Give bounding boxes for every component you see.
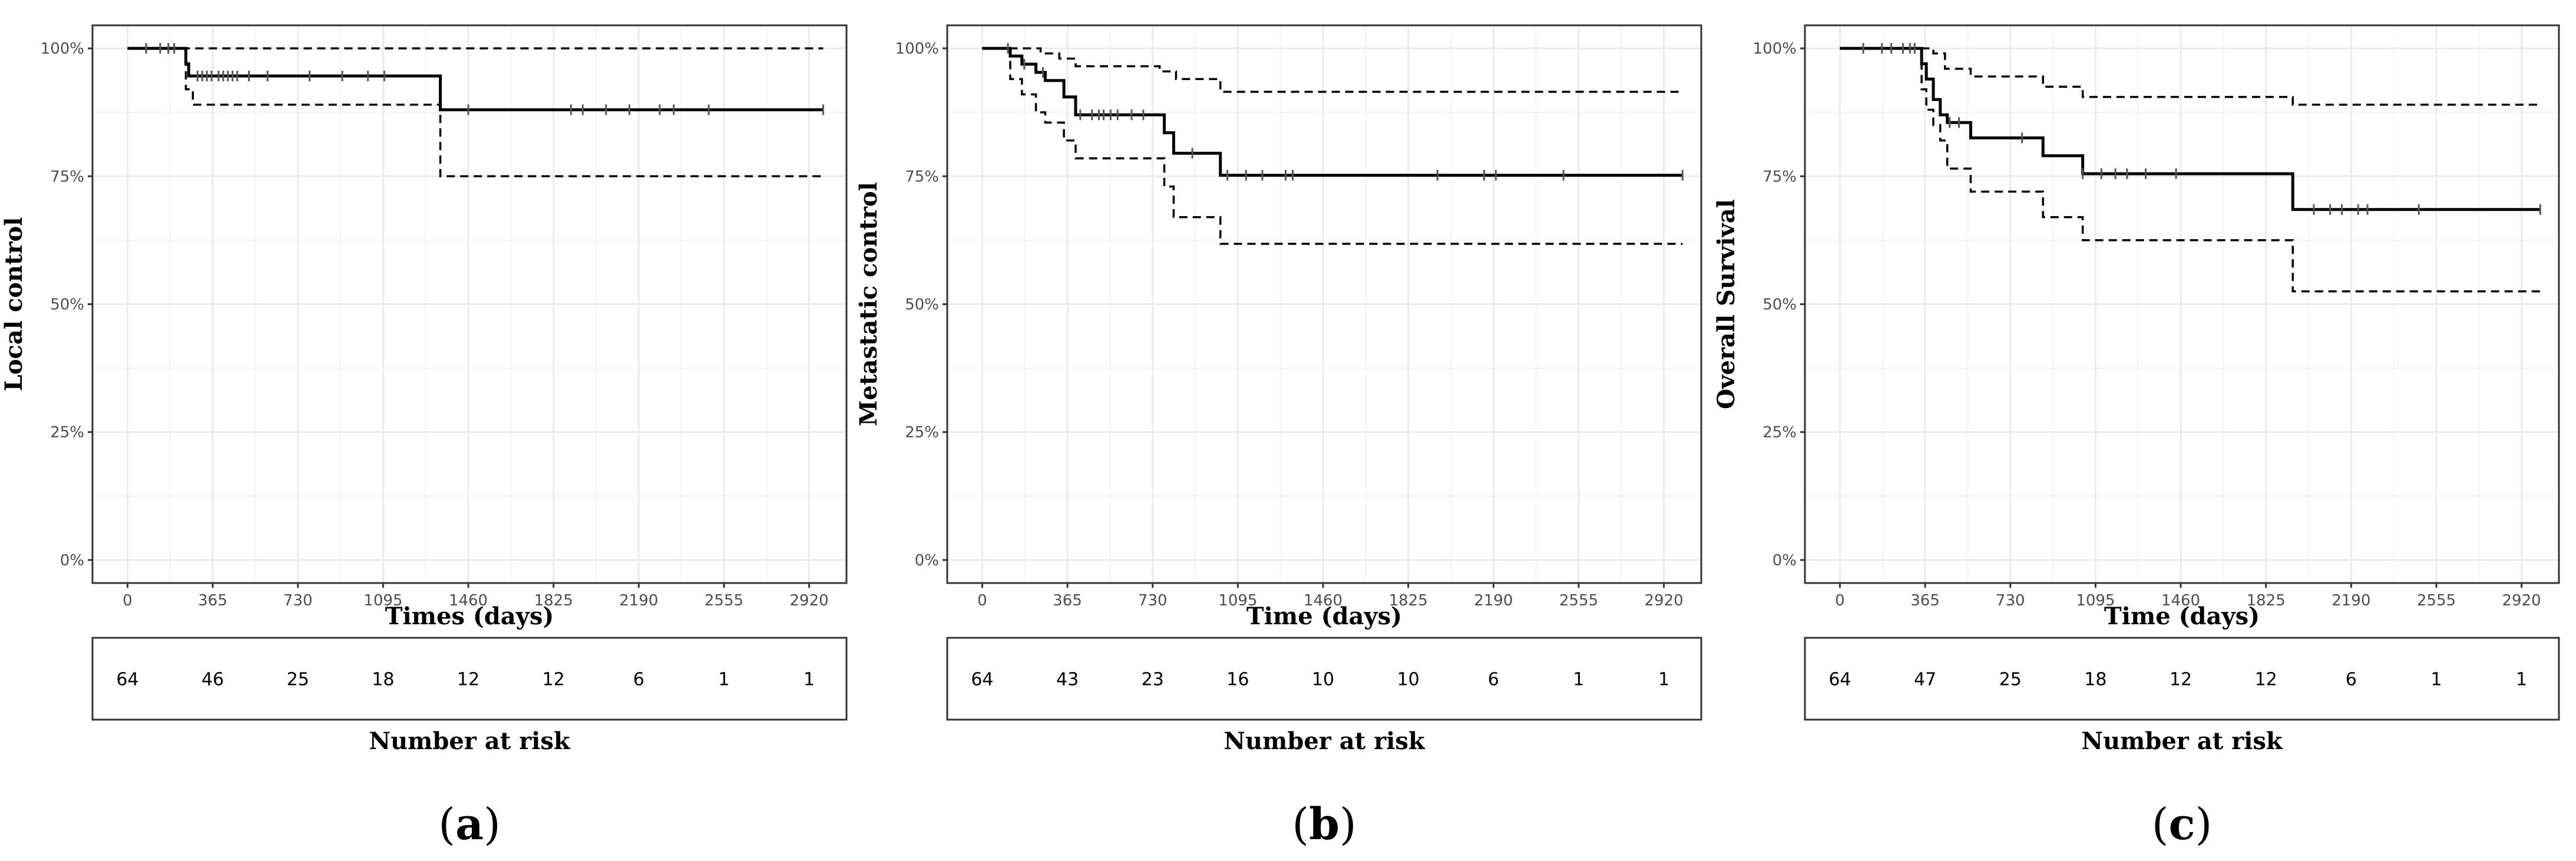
x-tick-label: 0: [977, 592, 987, 610]
x-tick-label: 2920: [2502, 592, 2541, 610]
km-curve-estimate: [1840, 47, 2541, 211]
risk-count: 64: [116, 670, 138, 690]
risk-count: 6: [1488, 670, 1499, 690]
x-tick-label: 365: [198, 592, 227, 610]
risk-count: 47: [1914, 670, 1936, 690]
x-tick-label: 2555: [705, 592, 743, 610]
risk-table-title: Number at risk: [2081, 727, 2283, 755]
x-tick-label: 730: [1138, 592, 1168, 610]
x-tick-label: 365: [1910, 592, 1940, 610]
y-tick-label: 50%: [50, 296, 84, 314]
risk-count: 43: [1056, 670, 1079, 690]
risk-count: 1: [2516, 670, 2527, 690]
y-axis-title: Overall Survival: [1712, 199, 1740, 409]
risk-count: 18: [2084, 670, 2107, 690]
risk-count: 12: [543, 670, 565, 690]
x-tick-label: 365: [1053, 592, 1082, 610]
y-tick-label: 0%: [915, 552, 939, 569]
x-tick-label: 0: [123, 592, 133, 610]
y-tick-label: 75%: [1762, 168, 1797, 186]
x-tick-label: 2555: [1559, 592, 1598, 610]
x-tick-label: 1460: [1304, 592, 1342, 610]
risk-table-box: [1804, 637, 2560, 721]
risk-count: 12: [457, 670, 480, 690]
risk-count: 1: [803, 670, 815, 690]
x-axis-title: Times (days): [385, 602, 554, 630]
risk-count: 1: [1573, 670, 1584, 690]
risk-count: 18: [372, 670, 394, 690]
km-panel-c: 0%25%50%75%100%0 365 730 1095 1460 1825 2190 25…: [1712, 24, 2560, 850]
x-tick-label: 2190: [619, 592, 658, 610]
km-curve-lower-ci: [127, 47, 824, 178]
risk-table-title: Number at risk: [1223, 727, 1425, 755]
risk-count: 10: [1312, 670, 1334, 690]
risk-count: 46: [201, 670, 224, 690]
y-tick-label: 100%: [895, 40, 939, 58]
risk-count: 12: [2170, 670, 2192, 690]
x-tick-label: 1825: [2247, 592, 2286, 610]
x-axis-title: Time (days): [1246, 602, 1402, 630]
risk-count: 1: [718, 670, 729, 690]
panel-label: (b): [1292, 799, 1357, 850]
y-tick-label: 25%: [1762, 424, 1797, 442]
y-tick-label: 50%: [1762, 296, 1797, 314]
panel-label: (c): [2152, 799, 2213, 850]
x-tick-label: 1460: [449, 592, 488, 610]
y-tick-label: 25%: [905, 424, 939, 442]
risk-count: 1: [2430, 670, 2442, 690]
km-panel-b: 0% 25% 50% 75% 100% 0 365 730 1095 1460 1825 2190 25…: [855, 24, 1702, 850]
x-tick-label: 2920: [1645, 592, 1684, 610]
panel-label: (a): [438, 799, 501, 850]
y-tick-label: 100%: [1753, 40, 1797, 58]
risk-count: 25: [287, 670, 309, 690]
x-tick-label: 1095: [363, 592, 402, 610]
y-tick-label: 50%: [905, 296, 939, 314]
risk-count: 23: [1142, 670, 1164, 690]
km-curve-upper-ci: [1840, 47, 2541, 106]
x-tick-label: 1825: [534, 592, 573, 610]
risk-count: 64: [1828, 670, 1851, 690]
km-panel-a: 0%25%50%75%100%0 365 730 1095 1460 1825 2190 25…: [0, 24, 848, 850]
x-tick-label: 730: [1996, 592, 2025, 610]
risk-count: 6: [2346, 670, 2357, 690]
x-tick-label: 2190: [1474, 592, 1513, 610]
y-tick-label: 0%: [60, 552, 84, 569]
km-curve-lower-ci: [982, 47, 1683, 245]
x-axis-title: Time (days): [2104, 602, 2260, 630]
x-tick-label: 2920: [790, 592, 829, 610]
risk-count: 6: [633, 670, 644, 690]
risk-count: 12: [2255, 670, 2277, 690]
risk-table-box: [946, 637, 1702, 721]
risk-count: 16: [1226, 670, 1249, 690]
x-tick-label: 1095: [1218, 592, 1257, 610]
x-tick-label: 0: [1835, 592, 1845, 610]
km-curve-estimate: [982, 47, 1683, 177]
km-curve-upper-ci: [982, 47, 1683, 93]
x-tick-label: 2555: [2417, 592, 2456, 610]
x-tick-label: 1095: [2076, 592, 2115, 610]
risk-count: 10: [1397, 670, 1420, 690]
km-curve-lower-ci: [1840, 47, 2541, 293]
y-tick-label: 75%: [905, 168, 939, 186]
y-tick-label: 75%: [50, 168, 84, 186]
y-axis-title: Metastatic control: [855, 182, 882, 426]
y-tick-label: 25%: [50, 424, 84, 442]
y-axis-title: Local control: [0, 217, 28, 392]
y-tick-label: 100%: [41, 40, 84, 58]
risk-count: 1: [1658, 670, 1669, 690]
y-tick-label: 0%: [1773, 552, 1797, 569]
risk-table-box: [91, 637, 848, 721]
risk-count: 25: [1999, 670, 2022, 690]
risk-count: 64: [971, 670, 993, 690]
x-tick-label: 730: [283, 592, 313, 610]
x-tick-label: 1460: [2161, 592, 2200, 610]
x-tick-label: 1825: [1389, 592, 1428, 610]
x-tick-label: 2190: [2332, 592, 2370, 610]
risk-table-title: Number at risk: [369, 727, 570, 755]
